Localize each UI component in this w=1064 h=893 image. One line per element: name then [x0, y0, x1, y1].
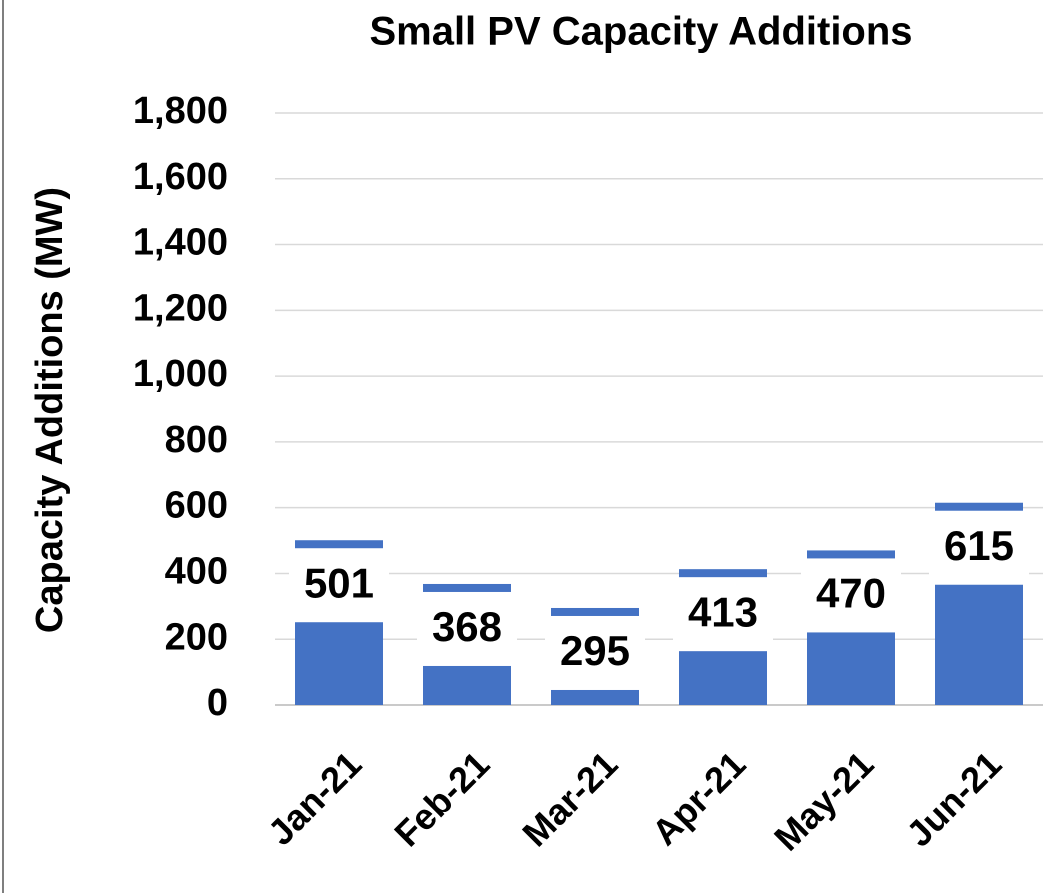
y-tick-label: 1,400: [133, 222, 228, 264]
y-tick-label: 800: [165, 419, 228, 461]
x-tick-label: May-21: [766, 743, 881, 858]
x-tick-label: Feb-21: [386, 743, 497, 854]
x-tick-label: Jan-21: [260, 743, 370, 853]
data-label: 615: [944, 522, 1014, 569]
data-label: 470: [816, 570, 886, 617]
y-tick-label: 1,000: [133, 353, 228, 395]
y-tick-label: 200: [165, 616, 228, 658]
data-label: 413: [688, 588, 758, 635]
y-tick-label: 1,200: [133, 287, 228, 329]
y-axis-title: Capacity Additions (MW): [29, 187, 71, 633]
x-tick-label: Apr-21: [644, 743, 754, 853]
data-label: 295: [560, 627, 630, 674]
data-label-box: [417, 591, 517, 666]
chart-title: Small PV Capacity Additions: [369, 10, 912, 54]
y-tick-label: 1,800: [133, 90, 228, 132]
data-label-box: [801, 558, 901, 633]
y-tick-label: 400: [165, 550, 228, 592]
x-tick-label: Mar-21: [514, 743, 625, 854]
x-tick-label: Jun-21: [898, 743, 1009, 854]
data-label-box: [929, 510, 1029, 585]
data-label-box: [673, 577, 773, 652]
data-label-box: [289, 548, 389, 623]
y-tick-label: 600: [165, 485, 228, 527]
data-label-box: [545, 615, 645, 690]
y-tick-label: 0: [207, 682, 228, 724]
y-tick-label: 1,600: [133, 156, 228, 198]
data-label: 368: [432, 603, 502, 650]
data-label: 501: [304, 559, 374, 606]
